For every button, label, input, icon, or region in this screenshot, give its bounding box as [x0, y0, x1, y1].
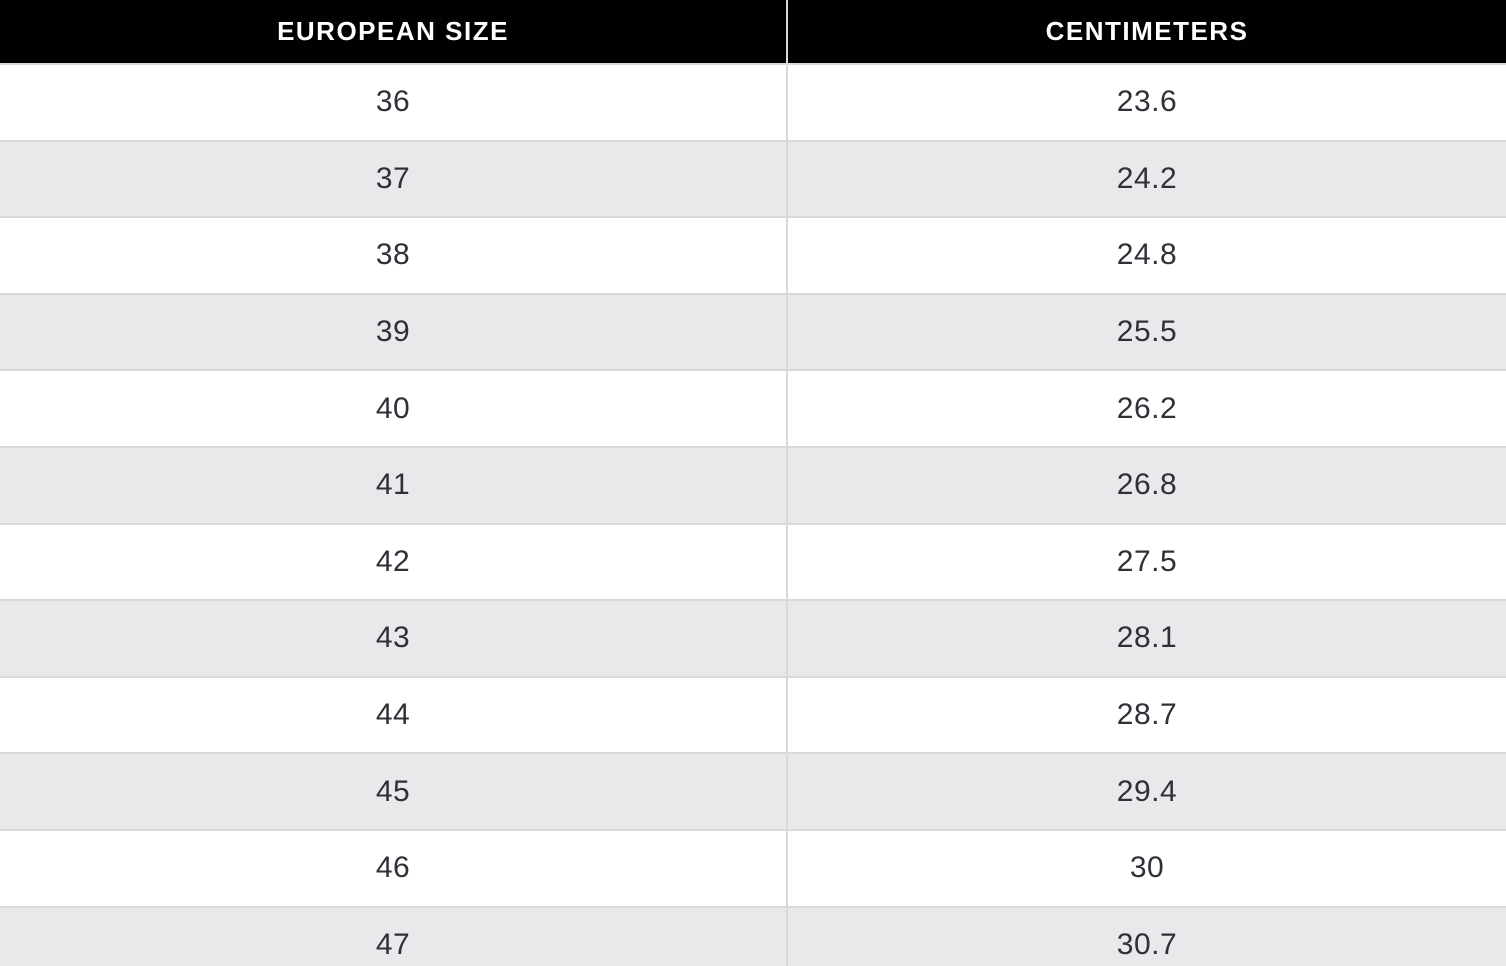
table-row: 45 29.4: [0, 752, 1506, 829]
table-row: 41 26.8: [0, 445, 1506, 523]
centimeters-cell: 23.6: [1116, 85, 1178, 119]
eu-size-cell: 44: [0, 677, 788, 753]
column-header-european-size: EUROPEAN SIZE: [0, 0, 788, 63]
centimeters-cell: 26.8: [1116, 468, 1178, 502]
centimeters-cell: 24.8: [1116, 238, 1178, 272]
eu-size-cell: 46: [0, 830, 788, 906]
table-row: 43 28.1: [0, 599, 1506, 676]
table-row: 38 24.8: [0, 216, 1506, 293]
eu-size-cell: 47: [0, 907, 788, 966]
centimeters-cell: 28.7: [1116, 698, 1178, 732]
eu-size-cell: 38: [0, 218, 788, 293]
eu-size-cell: 41: [0, 447, 788, 523]
table-row: 42 27.5: [0, 522, 1506, 600]
table-row: 46 30: [0, 828, 1506, 906]
centimeters-cell: 30.7: [1116, 927, 1178, 961]
centimeters-cell: 24.2: [1116, 161, 1178, 195]
centimeters-cell: 26.2: [1116, 391, 1178, 425]
table-row: 39 25.5: [0, 292, 1506, 370]
eu-size-cell: 37: [0, 141, 788, 217]
table-row: 44 28.7: [0, 675, 1506, 753]
eu-size-cell: 45: [0, 754, 788, 829]
centimeters-cell: 28.1: [1116, 621, 1178, 655]
eu-size-cell: 39: [0, 294, 788, 370]
table-row: 36 23.6: [0, 63, 1506, 140]
table-row: 40 26.2: [0, 369, 1506, 446]
table-row: 37 24.2: [0, 139, 1506, 217]
centimeters-cell: 30: [1129, 851, 1165, 885]
table-header-row: EUROPEAN SIZE CENTIMETERS: [0, 0, 1506, 63]
centimeters-cell: 29.4: [1116, 774, 1178, 808]
eu-size-cell: 40: [0, 371, 788, 446]
centimeters-cell: 27.5: [1116, 544, 1178, 578]
eu-size-cell: 42: [0, 524, 788, 600]
table-row: 47 30.7: [0, 905, 1506, 966]
eu-size-cell: 43: [0, 601, 788, 676]
centimeters-cell: 25.5: [1116, 315, 1178, 349]
eu-size-cell: 36: [0, 65, 788, 140]
column-header-centimeters: CENTIMETERS: [1045, 16, 1249, 46]
